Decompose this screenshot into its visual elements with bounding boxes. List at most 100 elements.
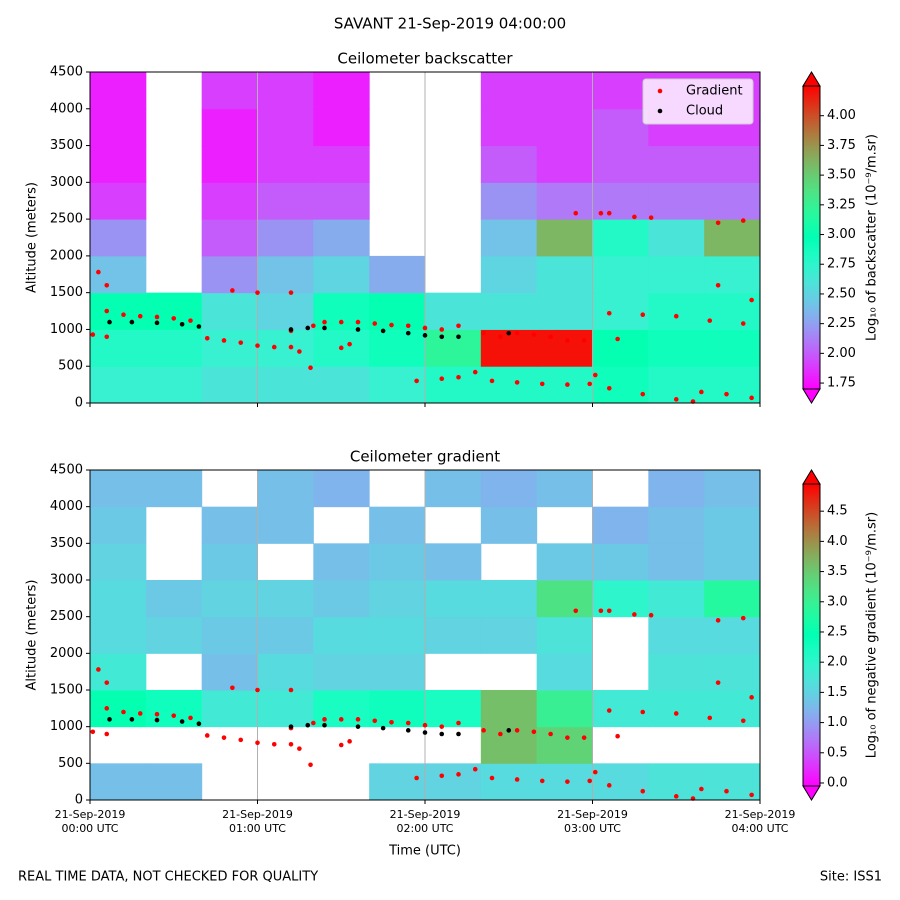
heat-cell [480, 219, 538, 257]
heat-cell [369, 255, 426, 294]
colorbar-tick-label: 3.5 [827, 564, 848, 579]
scatter-point [255, 740, 260, 746]
heat-cell [201, 616, 258, 654]
heat-cell [369, 329, 426, 367]
heat-cell [704, 255, 761, 294]
panel-title: Ceilometer backscatter [337, 50, 513, 68]
scatter-point [699, 389, 704, 395]
scatter-point [615, 733, 620, 739]
colorbar-extend-top [802, 71, 821, 87]
colorbar-tick-label: 2.5 [827, 624, 848, 639]
scatter-point [489, 775, 495, 781]
colorbar-tick-label: 3.00 [827, 227, 856, 242]
scatter-point [188, 318, 193, 323]
heat-cell [536, 72, 593, 110]
heat-cell [257, 219, 314, 257]
y-tick-label: 4500 [50, 463, 83, 478]
scatter-point [405, 330, 411, 336]
heat-cell [313, 580, 370, 618]
x-tick-label: 21-Sep-2019 03:00 UTC [557, 808, 628, 835]
heat-cell [704, 580, 761, 618]
heat-cell [425, 543, 482, 581]
y-tick-label: 1500 [50, 285, 83, 300]
heat-cell [536, 255, 593, 294]
heat-cell [90, 763, 147, 801]
scatter-point [587, 381, 593, 387]
scatter-point [439, 724, 445, 729]
legend-marker [657, 88, 663, 94]
scatter-point [439, 327, 445, 332]
heat-cell [201, 543, 258, 581]
colorbar-tick-label: 0.0 [827, 775, 848, 790]
heat-cell [704, 616, 761, 654]
scatter-point [305, 325, 311, 331]
scatter-point [456, 323, 461, 329]
scatter-point [498, 731, 503, 737]
scatter-point [355, 319, 361, 325]
scatter-point [715, 283, 721, 288]
scatter-point [308, 365, 313, 370]
heat-cell [201, 653, 258, 691]
scatter-point [715, 220, 721, 226]
scatter-point [606, 608, 612, 614]
y-tick-label: 0 [75, 793, 83, 808]
scatter-point [104, 731, 110, 737]
scatter-point [372, 718, 378, 724]
colorbar-tick-label: 4.0 [827, 534, 848, 549]
scatter-point [90, 729, 96, 735]
heat-cell [257, 182, 314, 220]
plot-frame [89, 71, 761, 404]
scatter-point [573, 608, 579, 614]
scatter-point [514, 777, 520, 782]
scatter-point [606, 708, 612, 713]
heat-cell [425, 763, 482, 801]
heat-cell [257, 108, 314, 147]
colorbar-extend-bottom [802, 785, 821, 801]
heat-cell [313, 366, 370, 404]
heat-cell [648, 506, 705, 544]
scatter-point [615, 336, 620, 342]
heat-cell [313, 543, 370, 581]
heat-cell [536, 690, 593, 728]
heat-cell [592, 506, 649, 544]
heat-cell [648, 255, 705, 294]
scatter-point [724, 391, 729, 397]
heat-cell [145, 329, 203, 367]
heat-cell [313, 219, 370, 257]
heat-cell [648, 690, 705, 728]
heat-cell [648, 470, 705, 508]
heat-cell [90, 366, 147, 404]
heat-cell [90, 72, 147, 110]
scatter-point [422, 333, 428, 338]
footer-note: REAL TIME DATA, NOT CHECKED FOR QUALITY [18, 870, 318, 885]
y-tick-label: 3000 [50, 175, 83, 190]
scatter-point [548, 334, 553, 340]
y-tick-label: 2000 [50, 646, 83, 661]
heat-cell [480, 108, 538, 147]
heat-cell [90, 329, 147, 367]
heat-cell [648, 329, 705, 367]
heat-cell [592, 690, 649, 728]
heat-cell [257, 329, 314, 367]
legend-box [642, 78, 754, 125]
scatter-point [565, 735, 570, 740]
y-tick-label: 3500 [50, 536, 83, 551]
heat-cell [536, 182, 593, 220]
scatter-point [171, 713, 177, 718]
heat-cell [257, 292, 314, 330]
heat-cell [536, 726, 593, 764]
scatter-point [355, 327, 361, 332]
scatter-point [255, 687, 260, 693]
y-tick-label: 2500 [50, 609, 83, 624]
scatter-point [481, 728, 486, 733]
scatter-point [104, 283, 110, 288]
heat-cell [704, 219, 761, 257]
scatter-point [305, 722, 311, 728]
scatter-point [606, 783, 612, 788]
scatter-point [137, 711, 143, 716]
scatter-point [107, 717, 112, 722]
scatter-point [221, 338, 227, 343]
legend-label: Gradient [686, 84, 743, 99]
heat-cell [201, 108, 258, 147]
